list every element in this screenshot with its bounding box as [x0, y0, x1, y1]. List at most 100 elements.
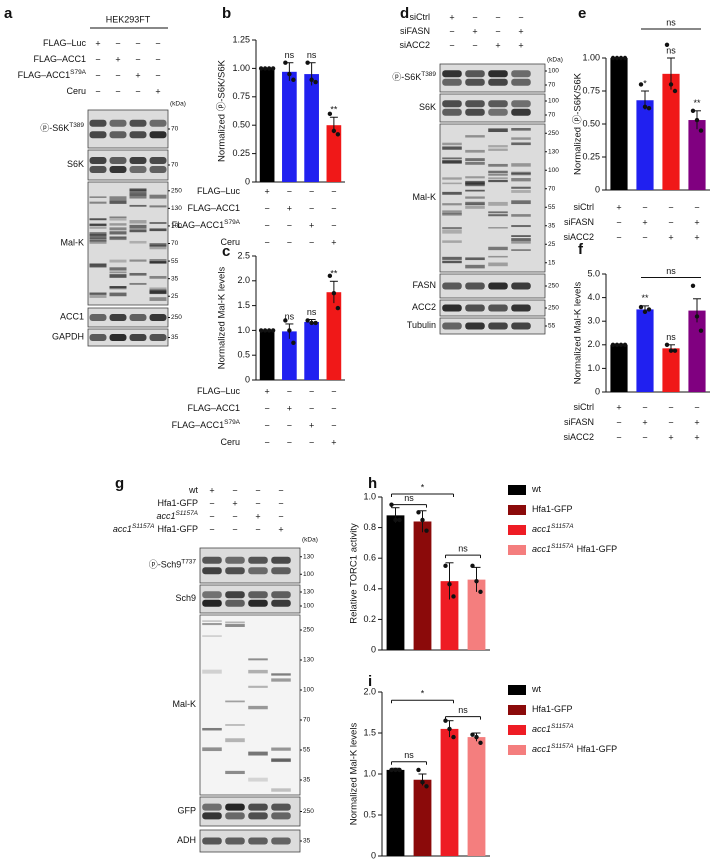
condition-label-part: FLAG–Luc: [197, 186, 241, 196]
blot-band: [511, 322, 531, 330]
blot-band: [225, 599, 245, 607]
blot-smear: [488, 148, 508, 151]
marker-label: 35: [303, 838, 311, 845]
blot-smear: [511, 163, 531, 167]
condition-sign: +: [668, 232, 673, 242]
legend-swatch: [508, 685, 526, 695]
panel-letter: b: [222, 5, 231, 22]
blot-smear: [89, 263, 107, 266]
condition-sign: +: [518, 40, 523, 50]
band-label-part: S6K: [419, 102, 436, 112]
marker-label: 250: [548, 283, 559, 290]
blot-band: [442, 78, 462, 86]
data-point: [642, 104, 648, 110]
y-tick-label: 1.0: [363, 491, 376, 501]
condition-label-part: siCtrl: [574, 202, 595, 212]
condition-label-part: Ceru: [220, 237, 240, 247]
data-point: [393, 767, 398, 773]
significance: **: [693, 98, 701, 108]
significance: ns: [666, 45, 676, 55]
bracket-label: ns: [458, 544, 468, 554]
data-point: [664, 342, 670, 347]
blot-smear: [129, 188, 147, 192]
data-point: [287, 328, 292, 333]
blot-smear: [465, 257, 485, 261]
condition-sign: −: [642, 232, 647, 242]
panel-letter: i: [368, 673, 372, 690]
data-point: [416, 767, 421, 773]
blot-band: [149, 334, 167, 341]
blot-smear: [149, 222, 167, 224]
condition-label-part: FLAG–ACC1: [187, 203, 240, 213]
legend-label: acc1S1157A Hfa1-GFP: [532, 543, 617, 555]
condition-sign: −: [115, 86, 120, 96]
blot-band: [89, 157, 107, 164]
blot-smear: [149, 243, 167, 247]
y-tick-label: 0.75: [232, 91, 250, 101]
data-point: [266, 328, 272, 333]
data-point: [672, 348, 678, 353]
condition-sign: +: [449, 12, 454, 22]
blot-strip: [87, 149, 169, 181]
blot-smear: [89, 223, 107, 226]
blot-band: [109, 166, 127, 173]
blot-smear: [442, 160, 462, 164]
condition-label: siACC2: [399, 40, 430, 50]
blot-strip: [439, 63, 546, 93]
data-point: [614, 342, 620, 347]
blot-band: [465, 304, 485, 312]
marker-label: 70: [171, 126, 179, 133]
blot-smear: [149, 289, 167, 293]
data-point: [327, 273, 333, 279]
blot-smear: [149, 245, 167, 247]
band-label: GFP: [177, 806, 196, 816]
blot-band: [129, 334, 147, 341]
legend-label-part: S1157A: [551, 543, 574, 550]
blot-band: [465, 70, 485, 78]
condition-label: Hfa1-GFP: [157, 498, 198, 508]
legend-label-part: Hfa1-GFP: [532, 504, 573, 514]
condition-sign: +: [616, 402, 621, 412]
marker-label: 130: [303, 589, 314, 596]
condition-label: acc1S1157A Hfa1-GFP: [113, 523, 198, 535]
condition-label: siFASN: [564, 417, 594, 427]
blot-smear: [488, 179, 508, 183]
band-label: ACC2: [412, 302, 436, 312]
blot-smear: [248, 669, 268, 674]
condition-label-part: siFASN: [400, 26, 430, 36]
blot-smear: [109, 292, 127, 297]
condition-sign: −: [264, 420, 269, 430]
blot-band: [109, 314, 127, 321]
legend-label: wt: [531, 684, 541, 694]
condition-sign: −: [616, 417, 621, 427]
blot-band: [488, 100, 508, 108]
band-label: Sch9: [175, 593, 196, 603]
blot-smear: [129, 204, 147, 207]
blot-band: [511, 78, 531, 86]
marker-label: 70: [548, 82, 556, 89]
blot-smear: [149, 261, 167, 264]
y-tick-label: 1.5: [363, 727, 376, 737]
data-point: [698, 328, 704, 333]
blot-smear: [465, 149, 485, 153]
condition-sign: −: [331, 420, 336, 430]
significance: ns: [285, 311, 295, 321]
blot-smear: [442, 146, 462, 150]
data-point: [474, 734, 479, 740]
condition-sign: +: [642, 417, 647, 427]
marker-label: 70: [171, 240, 179, 247]
blot-band: [149, 166, 167, 173]
blot-smear: [109, 200, 127, 204]
marker-label: 70: [548, 185, 556, 192]
blot-strip: [199, 584, 301, 614]
y-tick-label: 0.25: [232, 148, 250, 158]
condition-sign: −: [616, 232, 621, 242]
condition-sign: −: [668, 402, 673, 412]
condition-sign: −: [287, 437, 292, 447]
blot-band: [271, 556, 291, 564]
marker-label: 130: [548, 148, 559, 155]
y-axis-label: Normalized Mal-K levels: [573, 282, 584, 385]
marker-label: 70: [303, 717, 311, 724]
condition-sign: −: [135, 54, 140, 64]
